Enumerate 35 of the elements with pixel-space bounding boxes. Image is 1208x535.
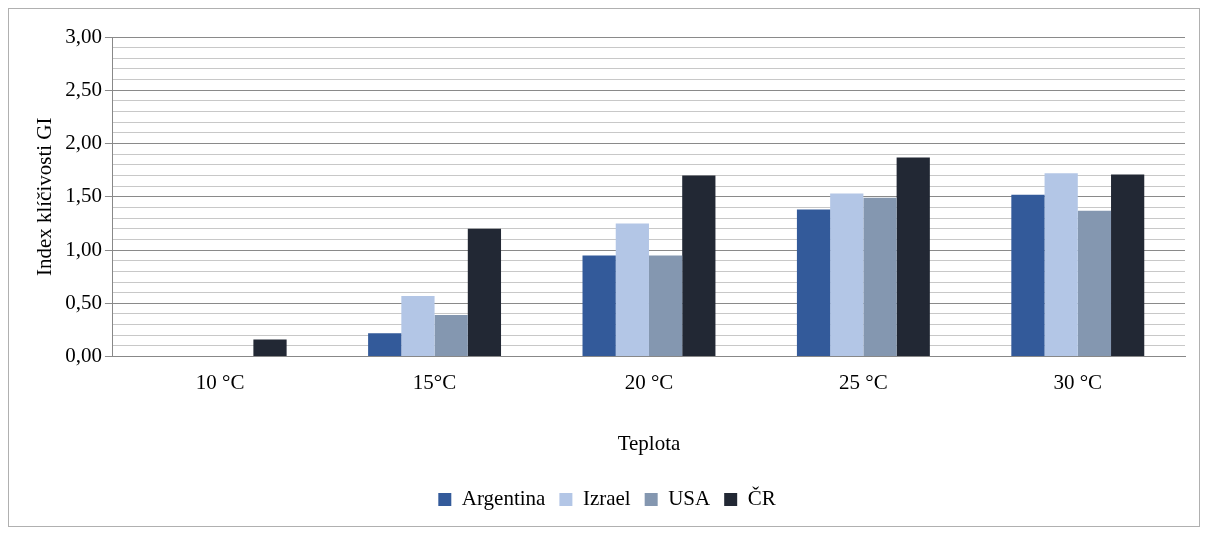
y-axis-title: Index klíčivosti GI xyxy=(32,117,57,277)
bar xyxy=(682,175,716,357)
y-tick-label: 0,00 xyxy=(65,343,102,368)
x-tick-label: 15°C xyxy=(412,369,457,394)
bar xyxy=(648,255,683,357)
bar xyxy=(434,315,468,357)
y-tick-label: 2,00 xyxy=(65,130,102,155)
bar xyxy=(863,197,897,357)
bar xyxy=(896,157,930,357)
bar xyxy=(368,333,402,357)
bar xyxy=(615,223,649,357)
y-tick-label: 1,50 xyxy=(65,183,102,208)
bar xyxy=(467,228,502,357)
bar xyxy=(1044,173,1078,357)
y-tick-label: 1,00 xyxy=(65,236,102,261)
x-tick-label: 25 °C xyxy=(839,369,888,394)
bar xyxy=(1011,194,1045,357)
legend-label: Argentina xyxy=(461,486,547,511)
y-tick-label: 3,00 xyxy=(65,23,102,48)
y-tick-label: 0,50 xyxy=(65,289,102,314)
bar xyxy=(796,209,831,357)
x-tick-label: 30 °C xyxy=(1053,369,1103,394)
bar xyxy=(253,339,287,357)
y-tick-label: 2,50 xyxy=(65,76,102,101)
bar xyxy=(1111,174,1145,357)
x-axis-title: Teplota xyxy=(617,430,681,455)
legend-label: USA xyxy=(668,486,712,511)
x-tick-label: 10 °C xyxy=(195,369,245,394)
bar xyxy=(582,255,616,357)
bar xyxy=(830,193,864,357)
legend-label: Izrael xyxy=(582,486,631,511)
bar xyxy=(401,295,435,357)
x-tick-label: 20 °C xyxy=(624,369,674,394)
bar xyxy=(1077,210,1112,357)
legend-label: ČR xyxy=(747,486,776,511)
